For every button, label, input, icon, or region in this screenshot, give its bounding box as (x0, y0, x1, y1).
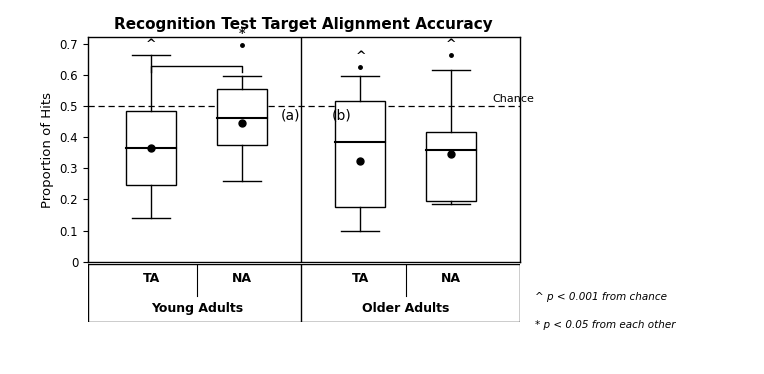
Text: (a): (a) (281, 108, 300, 122)
Text: Chance: Chance (492, 94, 534, 104)
Text: ^: ^ (446, 38, 457, 51)
Bar (127, 111, 176, 186)
Text: Young Adults: Young Adults (151, 303, 243, 315)
Text: TA: TA (143, 272, 160, 285)
Text: ^: ^ (355, 50, 366, 63)
Text: * p < 0.05 from each other: * p < 0.05 from each other (535, 320, 675, 330)
Text: NA: NA (442, 272, 461, 285)
Text: *: * (239, 28, 245, 42)
Y-axis label: Proportion of Hits: Proportion of Hits (41, 92, 54, 208)
Text: ^ p < 0.001 from chance: ^ p < 0.001 from chance (535, 292, 667, 302)
Text: ^: ^ (146, 38, 157, 51)
Bar (335, 101, 386, 207)
Text: (b): (b) (332, 108, 351, 122)
Text: NA: NA (232, 272, 252, 285)
Text: TA: TA (352, 272, 369, 285)
Text: Older Adults: Older Adults (362, 303, 449, 315)
Bar (218, 89, 267, 145)
Bar (426, 132, 476, 201)
Title: Recognition Test Target Alignment Accuracy: Recognition Test Target Alignment Accura… (115, 17, 493, 32)
